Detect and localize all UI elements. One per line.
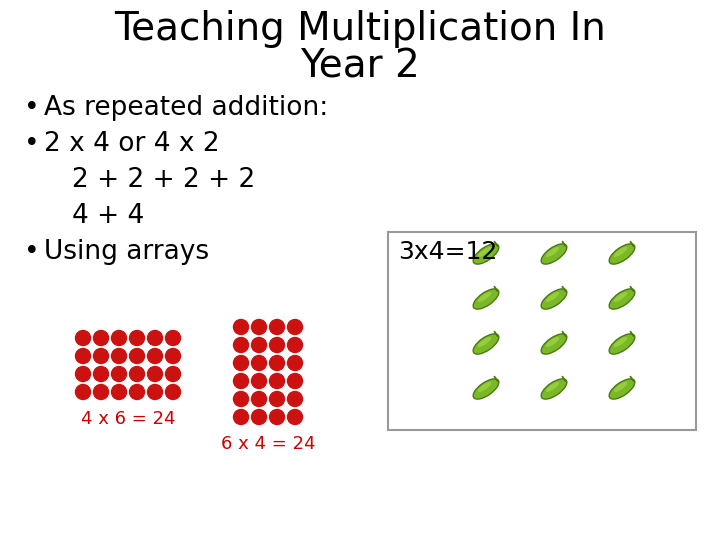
Circle shape [148, 384, 163, 400]
Text: 3x4=12: 3x4=12 [398, 240, 498, 264]
Circle shape [94, 367, 109, 381]
Circle shape [251, 392, 266, 407]
Circle shape [94, 330, 109, 346]
Ellipse shape [478, 247, 491, 257]
Ellipse shape [609, 334, 635, 354]
Circle shape [287, 320, 302, 334]
Circle shape [94, 348, 109, 363]
Ellipse shape [478, 337, 491, 347]
Circle shape [76, 330, 91, 346]
Circle shape [166, 348, 181, 363]
Text: 2 + 2 + 2 + 2: 2 + 2 + 2 + 2 [72, 167, 256, 193]
Circle shape [166, 384, 181, 400]
Circle shape [166, 367, 181, 381]
Ellipse shape [541, 244, 567, 264]
Circle shape [112, 330, 127, 346]
Ellipse shape [546, 292, 559, 302]
Circle shape [148, 367, 163, 381]
Circle shape [130, 367, 145, 381]
Circle shape [233, 409, 248, 424]
Ellipse shape [609, 379, 635, 399]
Circle shape [269, 409, 284, 424]
Ellipse shape [609, 289, 635, 309]
Circle shape [251, 355, 266, 370]
Circle shape [233, 338, 248, 353]
Text: Year 2: Year 2 [300, 48, 420, 86]
Ellipse shape [473, 379, 499, 399]
Text: •: • [24, 239, 40, 265]
Circle shape [112, 384, 127, 400]
Circle shape [287, 409, 302, 424]
Ellipse shape [614, 337, 627, 347]
Ellipse shape [473, 289, 499, 309]
Circle shape [130, 330, 145, 346]
Circle shape [233, 374, 248, 388]
Circle shape [269, 374, 284, 388]
Circle shape [269, 392, 284, 407]
Ellipse shape [546, 382, 559, 392]
Ellipse shape [541, 334, 567, 354]
Circle shape [112, 367, 127, 381]
Circle shape [287, 355, 302, 370]
Circle shape [233, 392, 248, 407]
Circle shape [251, 338, 266, 353]
Text: 4 + 4: 4 + 4 [72, 203, 144, 229]
Text: 6 x 4 = 24: 6 x 4 = 24 [221, 435, 315, 453]
Ellipse shape [614, 292, 627, 302]
Circle shape [76, 348, 91, 363]
Circle shape [287, 374, 302, 388]
Circle shape [251, 320, 266, 334]
Ellipse shape [478, 382, 491, 392]
Ellipse shape [546, 247, 559, 257]
Circle shape [166, 330, 181, 346]
Circle shape [287, 338, 302, 353]
Circle shape [251, 374, 266, 388]
Ellipse shape [614, 382, 627, 392]
Text: Teaching Multiplication In: Teaching Multiplication In [114, 10, 606, 48]
Circle shape [251, 409, 266, 424]
Circle shape [130, 348, 145, 363]
Text: 2 x 4 or 4 x 2: 2 x 4 or 4 x 2 [44, 131, 220, 157]
Circle shape [269, 338, 284, 353]
Text: 4 x 6 = 24: 4 x 6 = 24 [81, 410, 175, 428]
Circle shape [76, 367, 91, 381]
Ellipse shape [541, 289, 567, 309]
Ellipse shape [473, 334, 499, 354]
Circle shape [130, 384, 145, 400]
FancyBboxPatch shape [388, 232, 696, 430]
Circle shape [233, 320, 248, 334]
Circle shape [76, 384, 91, 400]
Circle shape [148, 330, 163, 346]
Ellipse shape [541, 379, 567, 399]
Circle shape [148, 348, 163, 363]
Text: Using arrays: Using arrays [44, 239, 209, 265]
Ellipse shape [609, 244, 635, 264]
Circle shape [233, 355, 248, 370]
Circle shape [94, 384, 109, 400]
Text: •: • [24, 95, 40, 121]
Ellipse shape [478, 292, 491, 302]
Circle shape [287, 392, 302, 407]
Text: As repeated addition:: As repeated addition: [44, 95, 328, 121]
Text: •: • [24, 131, 40, 157]
Circle shape [112, 348, 127, 363]
Ellipse shape [614, 247, 627, 257]
Ellipse shape [546, 337, 559, 347]
Circle shape [269, 320, 284, 334]
Circle shape [269, 355, 284, 370]
Ellipse shape [473, 244, 499, 264]
